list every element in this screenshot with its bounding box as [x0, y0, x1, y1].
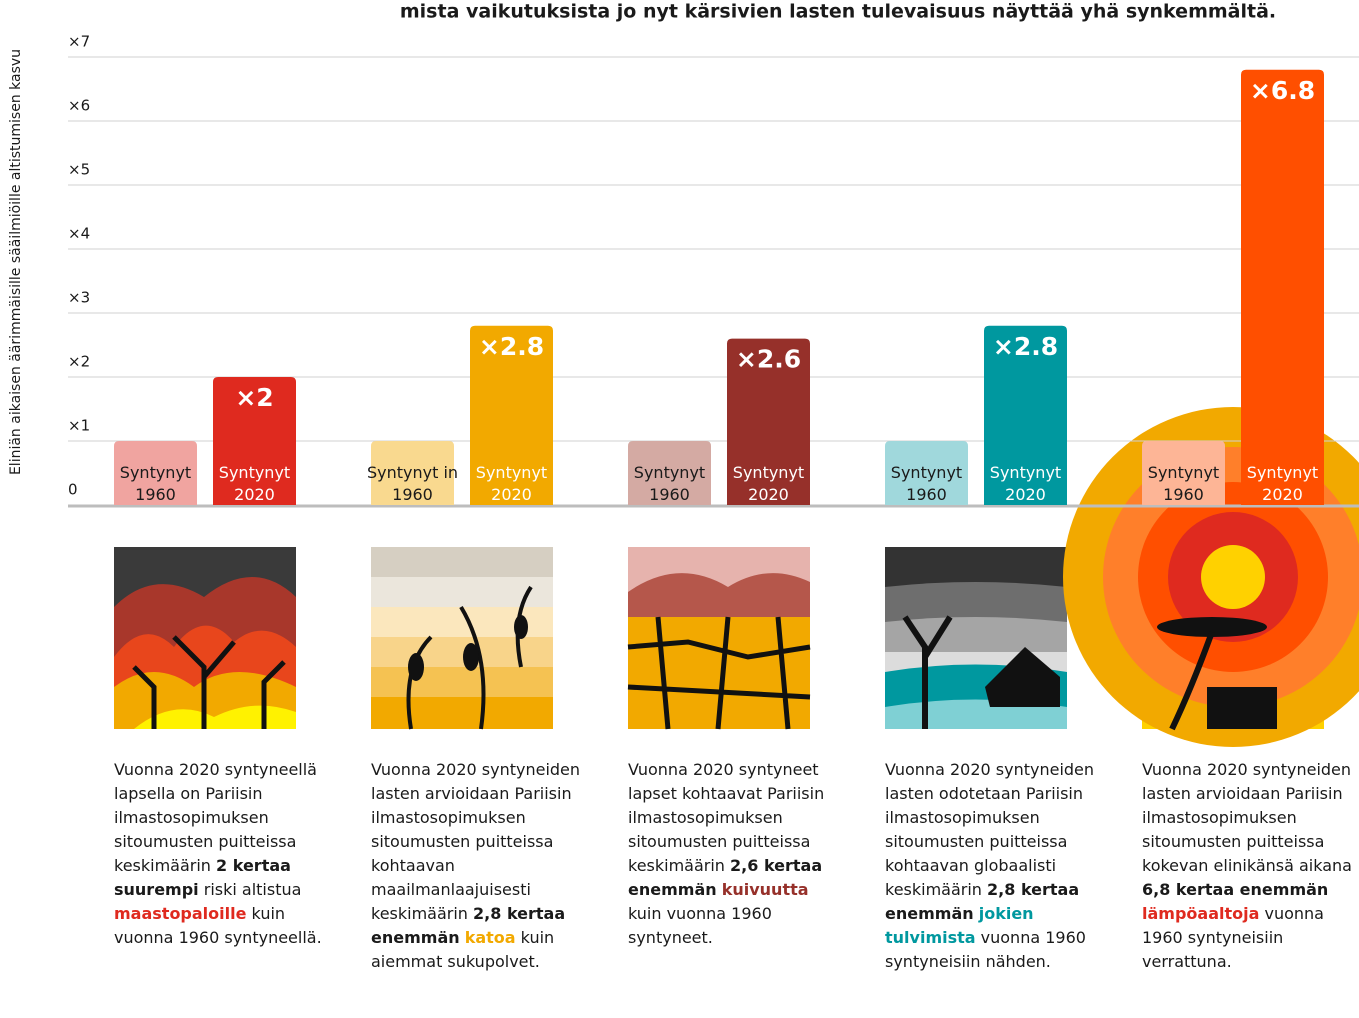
bar-label-line: 2020 [491, 485, 532, 504]
description: Vuonna 2020 syntyneet lapset kohtaavat P… [628, 758, 843, 950]
bar-label-line: 2020 [234, 485, 275, 504]
description-run: jokien tulvimista [885, 904, 1034, 947]
icon-flood [885, 547, 1067, 729]
bar-label-line: Syntynyt [634, 463, 705, 482]
icon-drought-land [627, 547, 811, 730]
description-run: vuonna 1960 syntyneisiin verrattuna. [1142, 904, 1324, 971]
y-tick-label: 0 [68, 481, 78, 499]
description-run: kuin vuonna 1960 syntyneet. [628, 904, 772, 947]
bar [114, 441, 197, 505]
bar-label-line: Syntynyt [733, 463, 804, 482]
bar [984, 325, 1067, 505]
icon-wildfire [114, 547, 296, 729]
bar-label-line: 2020 [1005, 485, 1046, 504]
bar-label-line: 2020 [1262, 485, 1303, 504]
description-run: Vuonna 2020 syntyneellä lapsella on Pari… [114, 760, 317, 875]
value-label: ×2.8 [479, 332, 544, 361]
description-run: lämpöaaltoja [1142, 904, 1260, 923]
bar-label-line: Syntynyt [120, 463, 191, 482]
y-axis-label: Eliniän aikaisen äärimmäisille sääilmiöi… [8, 49, 24, 475]
bar-label: Syntynyt 2020 [990, 463, 1061, 504]
description-run: Vuonna 2020 syntyneiden lasten arvioidaa… [1142, 760, 1352, 875]
bar [628, 441, 711, 505]
description-run: kuin vuonna 1960 syntyneellä. [114, 904, 322, 947]
value-label: ×2 [235, 383, 273, 412]
bar-label: Syntynyt 2020 [219, 463, 290, 504]
value-label: ×2.6 [736, 345, 801, 374]
description-run: katoa [464, 928, 516, 947]
y-tick-label: ×1 [68, 417, 90, 435]
bar [213, 377, 296, 505]
subtitle: mista vaikutuksista jo nyt kärsivien las… [400, 1, 1276, 23]
description-run: Vuonna 2020 syntyneiden lasten odotetaan… [885, 760, 1095, 899]
description-run: vuonna 1960 syntyneisiin nähden. [885, 928, 1086, 971]
bar-label: Syntynyt 1960 [120, 463, 191, 504]
bar [885, 441, 968, 505]
description: Vuonna 2020 syntyneiden lasten odotetaan… [885, 758, 1100, 974]
value-label: ×6.8 [1250, 76, 1315, 105]
description-run: 2 kertaa suurempi [114, 856, 291, 899]
bar-label-line: 2020 [748, 485, 789, 504]
bar-label-line: 1960 [392, 485, 433, 504]
y-tick-label: ×4 [68, 225, 90, 243]
description-run: Vuonna 2020 syntyneiden lasten arvioidaa… [371, 760, 581, 923]
bar-label: Syntynyt 1960 [1148, 463, 1219, 504]
description-run: 2,8 kertaa enemmän [371, 904, 566, 947]
description-run: 2,8 kertaa enemmän [885, 880, 1080, 923]
bar-label-line: Syntynyt [219, 463, 290, 482]
bar-label-line: Syntynyt [891, 463, 962, 482]
bar-label: Syntynyt 2020 [733, 463, 804, 504]
bar-label-line: 1960 [906, 485, 947, 504]
bar-label: Syntynyt in 1960 [367, 463, 458, 504]
icon-heatwave [1063, 407, 1359, 747]
bar-label-line: Syntynyt [476, 463, 547, 482]
bar [1142, 441, 1225, 505]
description: Vuonna 2020 syntyneiden lasten arvioidaa… [1142, 758, 1357, 974]
y-tick-label: ×6 [68, 97, 90, 115]
bar-label-line: 1960 [649, 485, 690, 504]
bar-label-line: 1960 [135, 485, 176, 504]
bar-label: Syntynyt 2020 [476, 463, 547, 504]
bar-label: Syntynyt 2020 [1247, 463, 1318, 504]
bar [371, 441, 454, 505]
bar-label: Syntynyt 1960 [634, 463, 705, 504]
description-run: 2,6 kertaa enemmän [628, 856, 823, 899]
description-run: riski altistua [198, 880, 302, 899]
description: Vuonna 2020 syntyneellä lapsella on Pari… [114, 758, 329, 950]
y-tick-label: ×2 [68, 353, 90, 371]
description-run: kuin aiemmat sukupolvet. [371, 928, 555, 971]
bar [470, 325, 553, 505]
bar-label-line: Syntynyt [990, 463, 1061, 482]
description: Vuonna 2020 syntyneiden lasten arvioidaa… [371, 758, 586, 974]
icon-drought-crops [371, 547, 553, 730]
value-label: ×2.8 [993, 332, 1058, 361]
bar-label: Syntynyt 1960 [891, 463, 962, 504]
y-tick-label: ×5 [68, 161, 90, 179]
bar-label-line: Syntynyt [1247, 463, 1318, 482]
description-run: 6,8 kertaa enemmän [1142, 880, 1329, 899]
bar-label-line: 1960 [1163, 485, 1204, 504]
bar-label-line: Syntynyt in [367, 463, 458, 482]
description-run: kuivuutta [721, 880, 809, 899]
description-run: maastopaloille [114, 904, 247, 923]
y-tick-label: ×3 [68, 289, 90, 307]
bar [727, 338, 810, 505]
bar-label-line: Syntynyt [1148, 463, 1219, 482]
y-tick-label: ×7 [68, 33, 90, 51]
bar [1241, 69, 1324, 506]
description-run: Vuonna 2020 syntyneet lapset kohtaavat P… [628, 760, 825, 875]
